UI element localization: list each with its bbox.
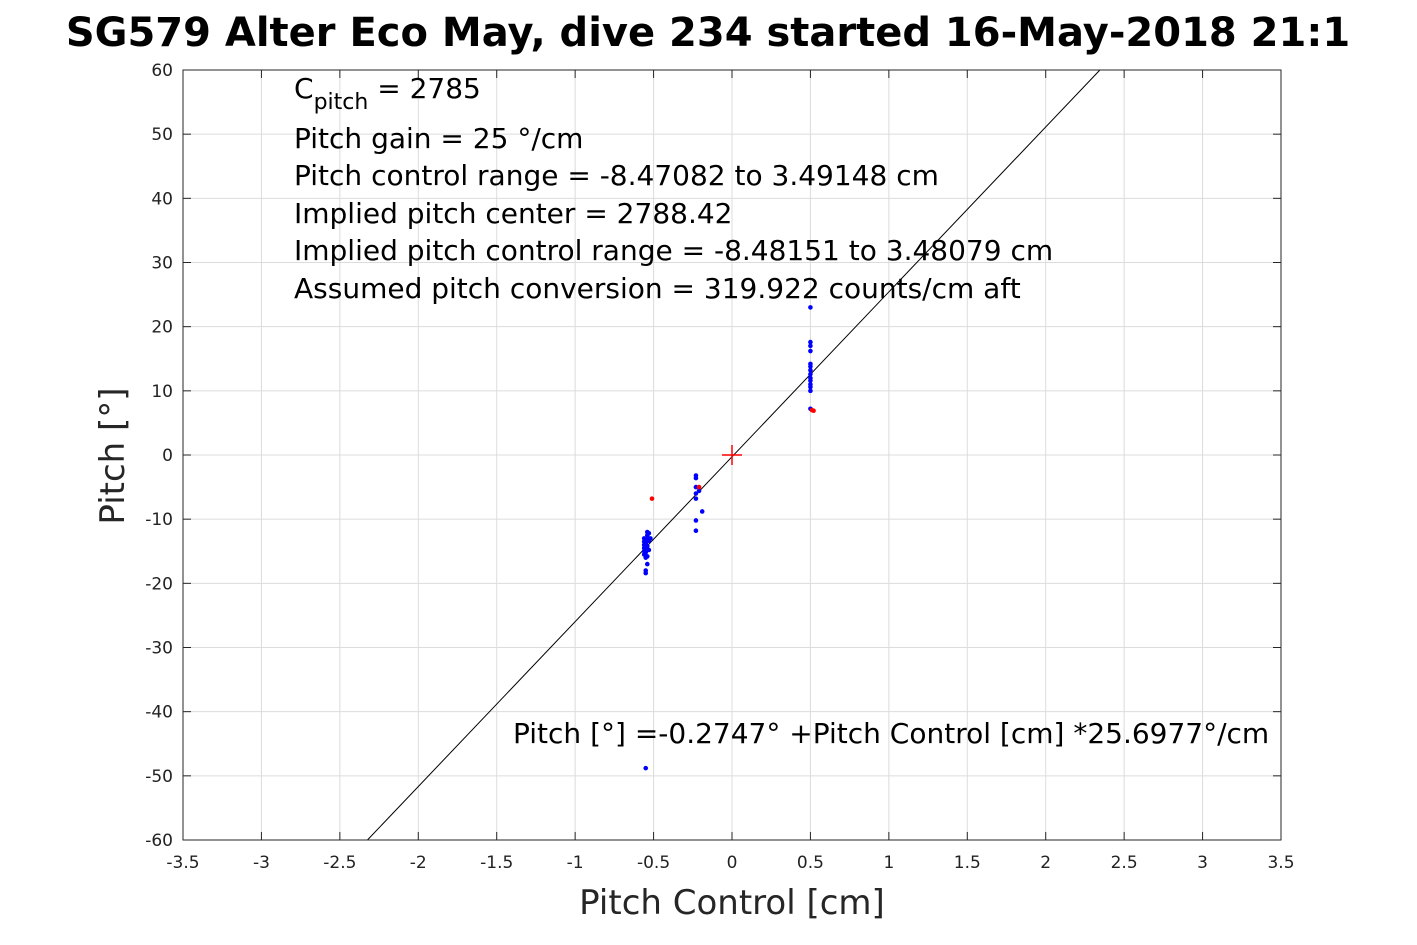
x-axis-label: Pitch Control [cm] — [579, 883, 885, 923]
annotation-block: Cpitch = 2785 Pitch gain = 25 °/cm Pitch… — [294, 72, 1269, 750]
c-pitch-annotation: Cpitch = 2785 — [294, 72, 481, 115]
data-point-blue — [808, 343, 813, 349]
implied-pitch-center-annotation: Implied pitch center = 2788.42 — [294, 197, 732, 230]
y-tick-label: 10 — [151, 382, 173, 402]
data-point-red — [696, 484, 702, 490]
x-tick-label: 1 — [883, 853, 894, 873]
data-point-blue — [808, 348, 813, 354]
fit-equation-annotation: Pitch [°] =-0.2747° +Pitch Control [cm] … — [513, 717, 1269, 750]
x-tick-label: 0 — [727, 853, 738, 873]
y-tick-label: 30 — [151, 254, 173, 274]
x-tick-label: -3 — [253, 853, 270, 873]
y-tick-label: 50 — [151, 125, 173, 145]
y-tick-label: 60 — [151, 61, 173, 81]
data-point-blue — [696, 488, 702, 494]
assumed-pitch-conversion-annotation: Assumed pitch conversion = 319.922 count… — [294, 272, 1021, 305]
data-point-blue — [643, 570, 649, 576]
data-point-blue — [699, 509, 705, 514]
x-tick-label: -2 — [410, 853, 427, 873]
y-axis-label: Pitch [°] — [93, 387, 133, 524]
y-tick-label: 0 — [162, 446, 173, 466]
data-point-blue — [693, 496, 699, 501]
y-tick-label: 40 — [151, 189, 173, 209]
x-tick-label: -1 — [567, 853, 584, 873]
x-tick-label: -2.5 — [323, 853, 356, 873]
x-tick-label: 0.5 — [797, 853, 824, 873]
implied-pitch-control-range-annotation: Implied pitch control range = -8.48151 t… — [294, 234, 1053, 267]
data-point-blue — [808, 305, 813, 310]
x-tick-label: 2 — [1040, 853, 1051, 873]
y-tick-label: -10 — [145, 510, 173, 530]
data-point-blue — [808, 368, 813, 373]
data-point-blue — [646, 530, 652, 536]
data-point-blue — [643, 765, 649, 771]
data-point-blue — [644, 543, 650, 549]
y-tick-label: -40 — [145, 703, 173, 723]
x-axis-ticks: -3.5 -3 -2.5 -2 -1.5 -1 -0.5 0 0.5 1 1.5 2 2.5 3 3.5 — [166, 70, 1295, 873]
data-point-blue — [644, 561, 650, 567]
c-pitch-value: = 2785 — [368, 72, 481, 105]
x-tick-label: -0.5 — [637, 853, 670, 873]
data-point-blue — [648, 536, 653, 541]
data-point-blue — [693, 475, 699, 481]
y-tick-label: 20 — [151, 318, 173, 338]
center-marker-group — [722, 445, 742, 465]
data-point-blue — [693, 518, 699, 523]
c-pitch-subscript: pitch — [314, 90, 369, 115]
x-tick-label: 3 — [1197, 853, 1208, 873]
data-point-blue — [693, 528, 699, 534]
x-tick-label: 1.5 — [954, 853, 981, 873]
data-point-blue — [693, 491, 699, 496]
y-tick-label: -20 — [145, 574, 173, 594]
pitch-gain-annotation: Pitch gain = 25 °/cm — [294, 122, 583, 155]
data-point-blue — [808, 364, 813, 369]
data-point-blue — [808, 378, 813, 383]
data-points — [641, 305, 816, 771]
data-point-red — [649, 496, 655, 501]
c-pitch-symbol: C — [294, 72, 314, 105]
y-tick-label: -60 — [145, 831, 173, 851]
data-point-red — [811, 408, 816, 414]
data-point-blue — [808, 371, 813, 377]
data-point-blue — [646, 547, 652, 553]
chart-title: SG579 Alter Eco May, dive 234 started 16… — [66, 10, 1350, 56]
data-point-blue — [644, 554, 650, 559]
y-tick-label: -50 — [145, 767, 173, 787]
data-point-blue — [808, 384, 813, 390]
y-tick-label: -30 — [145, 639, 173, 659]
x-tick-label: -1.5 — [480, 853, 513, 873]
data-point-blue — [808, 388, 813, 394]
x-tick-label: 2.5 — [1111, 853, 1138, 873]
x-tick-label: 3.5 — [1267, 853, 1294, 873]
grid-lines — [182, 69, 1282, 841]
data-point-blue — [643, 550, 649, 555]
y-axis-ticks: -60 -50 -40 -30 -20 -10 0 10 20 30 40 50 60 — [145, 61, 1281, 851]
pitch-control-range-annotation: Pitch control range = -8.47082 to 3.4914… — [294, 159, 939, 192]
data-point-blue — [808, 339, 813, 345]
x-tick-label: -3.5 — [166, 853, 199, 873]
